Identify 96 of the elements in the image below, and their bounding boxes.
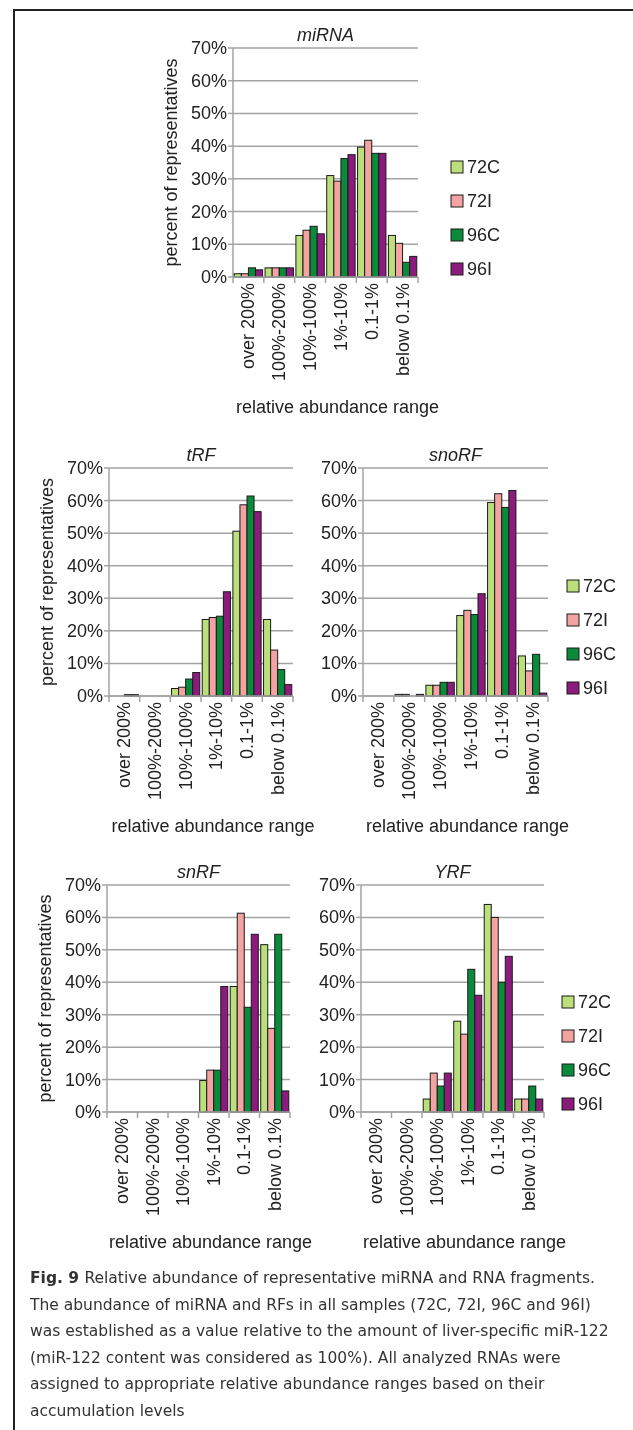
x-tick-label: 100%-200% xyxy=(269,283,290,382)
caption: Fig. 9 Relative abundance of representative miRNA and RNA fragments. The abundance of miRNA and RFs in all samples (72C, 72I, 96C and 96I) was established as a value relative to the amount of liver-specific miR-122 (miR-122 content was considered as 100%). All analyzed RNAs were assigned to appropriate relative abundance ranges based on their accumulation levels xyxy=(29,1269,609,1420)
x-axis-title: relative abundance range xyxy=(235,397,440,417)
y-tick-label: 30% xyxy=(318,1004,355,1025)
y-tick-label: 10% xyxy=(190,234,227,255)
y-tick-label: 40% xyxy=(66,555,103,576)
x-tick-label: 10%-100% xyxy=(427,1118,448,1207)
x-tick-label: 10%-100% xyxy=(173,1118,194,1207)
legend-label: 96I xyxy=(467,259,493,279)
x-axis-title: relative abundance range xyxy=(108,1232,313,1252)
y-tick-label: 30% xyxy=(66,588,103,609)
y-tick-label: 70% xyxy=(66,458,103,478)
y-tick-label: 60% xyxy=(318,907,355,928)
chart-title: snoRF xyxy=(428,445,484,465)
y-tick-label: 60% xyxy=(64,907,101,928)
y-tick-label: 30% xyxy=(190,168,227,189)
x-tick-label: 1%-10% xyxy=(206,702,227,771)
x-tick-label: 0.1-1% xyxy=(234,1118,255,1176)
y-tick-label: 70% xyxy=(64,875,101,895)
legend-label: 72C xyxy=(578,992,612,1012)
legend-label: 96C xyxy=(467,225,501,245)
x-tick-label: below 0.1% xyxy=(518,1118,539,1212)
chart-title: YRF xyxy=(434,862,472,882)
legend-label: 72C xyxy=(467,157,501,177)
chart-title: snRF xyxy=(176,862,221,882)
x-axis-title: relative abundance range xyxy=(111,816,315,836)
x-tick-label: over 200% xyxy=(368,702,389,789)
x-axis-title: relative abundance range xyxy=(365,816,570,836)
y-tick-label: 40% xyxy=(318,972,355,993)
x-tick-label: 1%-10% xyxy=(460,702,481,771)
y-tick-label: 0% xyxy=(330,686,357,706)
legend-label: 72C xyxy=(583,576,617,596)
x-tick-label: below 0.1% xyxy=(392,283,413,377)
x-tick-label: 0.1-1% xyxy=(488,1118,509,1176)
y-tick-label: 50% xyxy=(190,103,227,124)
x-tick-label: 100%-200% xyxy=(145,702,165,801)
x-tick-label: 1%-10% xyxy=(203,1118,224,1187)
y-tick-label: 60% xyxy=(190,70,227,91)
x-tick-label: over 200% xyxy=(114,702,135,789)
y-tick-label: 70% xyxy=(318,875,355,895)
legend-label: 72I xyxy=(467,191,493,211)
y-tick-label: 40% xyxy=(190,136,227,157)
y-tick-label: 10% xyxy=(64,1069,101,1090)
y-tick-label: 20% xyxy=(64,1037,101,1058)
y-tick-label: 30% xyxy=(320,588,357,609)
legend-label: 96I xyxy=(578,1094,604,1114)
y-tick-label: 70% xyxy=(190,38,227,58)
y-axis-title: percent of representatives xyxy=(37,477,57,687)
y-tick-label: 40% xyxy=(64,972,101,993)
x-tick-label: over 200% xyxy=(238,283,259,370)
chart-title: tRF xyxy=(186,445,217,465)
y-tick-label: 20% xyxy=(318,1037,355,1058)
y-tick-label: 10% xyxy=(318,1069,355,1090)
x-tick-label: 1%-10% xyxy=(457,1118,478,1187)
y-tick-label: 60% xyxy=(66,490,103,511)
y-tick-label: 20% xyxy=(190,201,227,222)
x-tick-label: 1%-10% xyxy=(330,283,351,352)
y-tick-label: 0% xyxy=(76,686,103,706)
x-tick-label: 100%-200% xyxy=(396,1118,417,1217)
y-tick-label: 10% xyxy=(320,653,357,674)
x-tick-label: 100%-200% xyxy=(142,1118,163,1217)
y-tick-label: 50% xyxy=(64,939,101,960)
legend-label: 96I xyxy=(583,678,609,698)
y-tick-label: 20% xyxy=(320,620,357,641)
y-tick-label: 0% xyxy=(200,267,227,287)
x-tick-label: over 200% xyxy=(112,1118,133,1205)
y-tick-label: 40% xyxy=(320,555,357,576)
x-tick-label: 0.1-1% xyxy=(361,283,382,341)
y-tick-label: 0% xyxy=(328,1102,355,1122)
y-tick-label: 50% xyxy=(66,523,103,544)
x-tick-label: 0.1-1% xyxy=(237,702,257,760)
legend-label: 96C xyxy=(578,1060,612,1080)
y-tick-label: 0% xyxy=(74,1102,101,1122)
x-tick-label: over 200% xyxy=(366,1118,387,1205)
legend-label: 96C xyxy=(583,644,617,664)
x-tick-label: 0.1-1% xyxy=(491,702,512,760)
y-tick-label: 10% xyxy=(66,653,103,674)
y-tick-label: 30% xyxy=(64,1004,101,1025)
y-tick-label: 20% xyxy=(66,620,103,641)
x-tick-label: below 0.1% xyxy=(267,702,288,796)
x-tick-label: 10%-100% xyxy=(430,702,451,791)
x-tick-label: 10%-100% xyxy=(300,283,321,372)
x-tick-label: 10%-100% xyxy=(175,702,196,791)
x-tick-label: below 0.1% xyxy=(522,702,543,796)
y-tick-label: 70% xyxy=(320,458,357,478)
y-tick-label: 50% xyxy=(318,939,355,960)
legend-label: 72I xyxy=(583,610,609,630)
y-axis-title: percent of representatives xyxy=(35,894,55,1103)
x-tick-label: 100%-200% xyxy=(399,702,420,801)
chart-title: miRNA xyxy=(297,25,354,45)
y-tick-label: 50% xyxy=(320,523,357,544)
y-axis-title: percent of representatives xyxy=(161,58,181,267)
x-axis-title: relative abundance range xyxy=(362,1232,567,1252)
x-tick-label: below 0.1% xyxy=(264,1118,285,1212)
legend-label: 72I xyxy=(578,1026,604,1046)
y-tick-label: 60% xyxy=(320,490,357,511)
